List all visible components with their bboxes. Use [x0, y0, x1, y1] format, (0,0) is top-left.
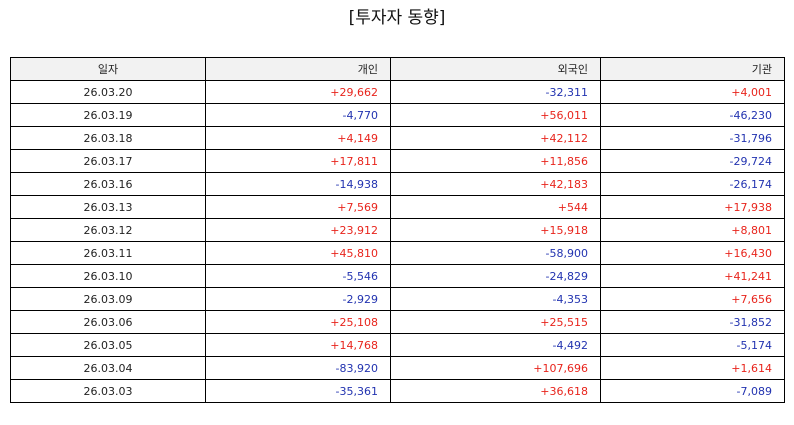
table-row: 26.03.09 -2,929 -4,353 +7,656: [10, 287, 785, 311]
table-header-row: 일자 개인 외국인 기관: [10, 57, 785, 81]
cell-institution: -46,230: [600, 103, 785, 127]
cell-individual: -35,361: [205, 379, 391, 403]
cell-date: 26.03.19: [10, 103, 206, 127]
cell-foreign: +42,183: [390, 172, 601, 196]
column-header-foreign: 외국인: [390, 57, 601, 81]
cell-institution: -5,174: [600, 333, 785, 357]
cell-foreign: -24,829: [390, 264, 601, 288]
cell-institution: +41,241: [600, 264, 785, 288]
table-row: 26.03.18 +4,149 +42,112 -31,796: [10, 126, 785, 150]
cell-individual: +7,569: [205, 195, 391, 219]
cell-date: 26.03.06: [10, 310, 206, 334]
cell-individual: -5,546: [205, 264, 391, 288]
cell-foreign: +36,618: [390, 379, 601, 403]
cell-foreign: +56,011: [390, 103, 601, 127]
cell-date: 26.03.20: [10, 80, 206, 104]
cell-date: 26.03.17: [10, 149, 206, 173]
cell-individual: +17,811: [205, 149, 391, 173]
column-header-individual: 개인: [205, 57, 391, 81]
cell-institution: +4,001: [600, 80, 785, 104]
cell-individual: +23,912: [205, 218, 391, 242]
cell-date: 26.03.16: [10, 172, 206, 196]
cell-individual: -2,929: [205, 287, 391, 311]
cell-foreign: +11,856: [390, 149, 601, 173]
table-row: 26.03.13 +7,569 +544 +17,938: [10, 195, 785, 219]
cell-date: 26.03.11: [10, 241, 206, 265]
table-row: 26.03.03 -35,361 +36,618 -7,089: [10, 379, 785, 403]
cell-individual: +4,149: [205, 126, 391, 150]
cell-individual: -83,920: [205, 356, 391, 380]
table-row: 26.03.17 +17,811 +11,856 -29,724: [10, 149, 785, 173]
page-title: [투자자 동향]: [348, 8, 446, 28]
cell-individual: +14,768: [205, 333, 391, 357]
cell-individual: +45,810: [205, 241, 391, 265]
cell-date: 26.03.13: [10, 195, 206, 219]
cell-date: 26.03.12: [10, 218, 206, 242]
cell-foreign: +107,696: [390, 356, 601, 380]
cell-institution: -31,796: [600, 126, 785, 150]
table-row: 26.03.10 -5,546 -24,829 +41,241: [10, 264, 785, 288]
cell-date: 26.03.09: [10, 287, 206, 311]
table-row: 26.03.20 +29,662 -32,311 +4,001: [10, 80, 785, 104]
cell-foreign: +544: [390, 195, 601, 219]
table-row: 26.03.04 -83,920 +107,696 +1,614: [10, 356, 785, 380]
cell-foreign: +42,112: [390, 126, 601, 150]
cell-foreign: +25,515: [390, 310, 601, 334]
cell-foreign: -4,492: [390, 333, 601, 357]
cell-date: 26.03.10: [10, 264, 206, 288]
cell-institution: +7,656: [600, 287, 785, 311]
column-header-date: 일자: [10, 57, 206, 81]
cell-individual: +25,108: [205, 310, 391, 334]
cell-institution: +17,938: [600, 195, 785, 219]
table-row: 26.03.16 -14,938 +42,183 -26,174: [10, 172, 785, 196]
cell-date: 26.03.04: [10, 356, 206, 380]
column-header-institution: 기관: [600, 57, 785, 81]
table-row: 26.03.05 +14,768 -4,492 -5,174: [10, 333, 785, 357]
cell-institution: -26,174: [600, 172, 785, 196]
cell-institution: +1,614: [600, 356, 785, 380]
table-row: 26.03.12 +23,912 +15,918 +8,801: [10, 218, 785, 242]
table-row: 26.03.19 -4,770 +56,011 -46,230: [10, 103, 785, 127]
cell-foreign: -4,353: [390, 287, 601, 311]
cell-date: 26.03.03: [10, 379, 206, 403]
table-row: 26.03.06 +25,108 +25,515 -31,852: [10, 310, 785, 334]
cell-institution: -7,089: [600, 379, 785, 403]
cell-foreign: -58,900: [390, 241, 601, 265]
cell-institution: +8,801: [600, 218, 785, 242]
cell-individual: -4,770: [205, 103, 391, 127]
cell-institution: -29,724: [600, 149, 785, 173]
cell-individual: +29,662: [205, 80, 391, 104]
cell-foreign: +15,918: [390, 218, 601, 242]
cell-foreign: -32,311: [390, 80, 601, 104]
cell-institution: +16,430: [600, 241, 785, 265]
cell-individual: -14,938: [205, 172, 391, 196]
cell-institution: -31,852: [600, 310, 785, 334]
table-row: 26.03.11 +45,810 -58,900 +16,430: [10, 241, 785, 265]
investor-trend-table: 일자 개인 외국인 기관 26.03.20 +29,662 -32,311 +4,00…: [10, 57, 785, 403]
cell-date: 26.03.18: [10, 126, 206, 150]
cell-date: 26.03.05: [10, 333, 206, 357]
